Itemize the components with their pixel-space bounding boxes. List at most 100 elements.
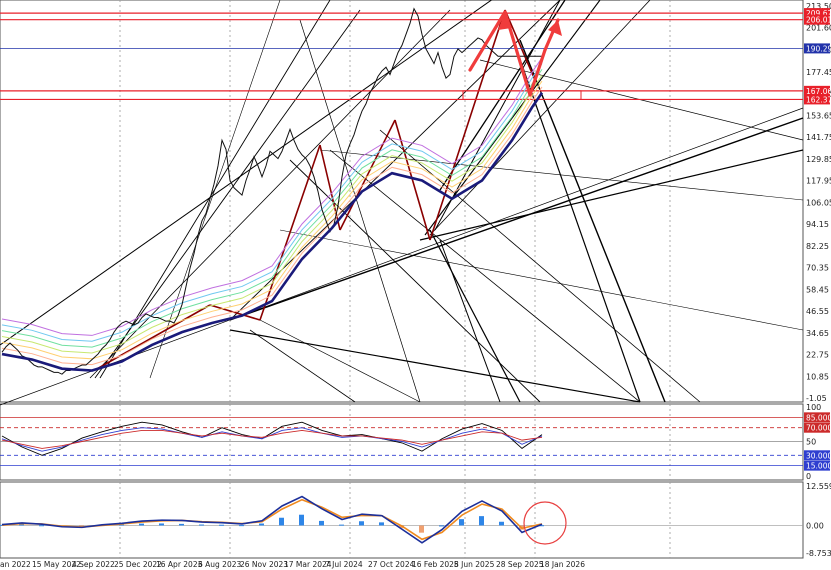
rsi-tick-label: 0 (806, 472, 811, 481)
price-label: 190.29 (806, 44, 831, 53)
histogram-bar (259, 523, 264, 526)
price-panel (0, 0, 804, 403)
y-tick-label: 106.05 (806, 198, 831, 207)
x-tick-label: 27 Oct 2024 (368, 560, 415, 569)
trend-line (149, 0, 281, 379)
rsi-line (1, 427, 543, 452)
histogram-bar (139, 523, 144, 526)
histogram-bar (199, 524, 204, 526)
y-tick-label: 177.45 (806, 68, 831, 77)
x-tick-label: 7 Jul 2024 (325, 560, 363, 569)
y-tick-label: 141.75 (806, 133, 831, 142)
rsi-line (1, 430, 543, 449)
histogram-bar (359, 521, 364, 526)
rsi-panel (0, 403, 804, 481)
price-levels (0, 12, 803, 101)
ribbon-line (1, 74, 543, 354)
trend-line (229, 329, 641, 403)
x-tick-label: 17 Mar 2024 (284, 560, 332, 569)
y-axis: 213.50201.60189.70177.45165.55153.65141.… (804, 2, 831, 558)
arrow-head (548, 20, 562, 36)
price-line (1, 7, 542, 375)
histogram-bar (0, 524, 4, 526)
trend-line (319, 149, 804, 201)
channel-line (94, 304, 211, 371)
y-tick-label: 213.50 (806, 2, 831, 11)
histogram-bar (459, 519, 464, 526)
trend-line (299, 19, 421, 403)
y-tick-label: 201.60 (806, 24, 831, 33)
histogram-bar (79, 525, 84, 527)
rsi-label-box (804, 422, 830, 433)
x-tick-label: 6 Aug 2023 (198, 560, 241, 569)
histogram-bar (379, 522, 384, 526)
macd-main-line (1, 495, 543, 544)
ribbon-line (1, 86, 543, 366)
y-tick-label: 34.65 (806, 329, 829, 338)
histogram-bar (399, 525, 404, 529)
y-tick-label: 117.95 (806, 177, 831, 186)
price-label-box (804, 85, 830, 96)
y-tick-label: 82.25 (806, 242, 829, 251)
y-tick-label: 94.15 (806, 220, 829, 229)
histogram-bar (19, 524, 24, 526)
rsi-series (0, 416, 803, 467)
ribbon-line (1, 57, 543, 336)
rsi-label-box (804, 460, 830, 471)
y-tick-label: 10.85 (806, 372, 829, 381)
x-tick-label: 28 Sep 2025 (496, 560, 544, 569)
histogram-bar (239, 525, 244, 527)
level-box (462, 90, 582, 100)
rsi-label-box (804, 412, 830, 423)
macd-tick-label: -8.7539 (806, 549, 831, 558)
histogram-bar (159, 523, 164, 526)
rsi-tick-label: 100 (806, 403, 821, 412)
histogram-bar (39, 525, 44, 527)
x-tick-label: an 2022 (0, 560, 31, 569)
macd-tick-label: 0.00 (806, 521, 824, 530)
x-tick-label: 16 Apr 2023 (156, 560, 203, 569)
trend-line (429, 0, 651, 236)
trend-line (514, 44, 641, 403)
price-label: 167.06 (806, 87, 831, 96)
macd-panel (0, 481, 804, 559)
trend-line (0, 0, 493, 346)
y-tick-label: 70.35 (806, 264, 829, 273)
histogram-bar (539, 525, 544, 527)
x-tick-label: 16 Feb 2025 (412, 560, 459, 569)
x-tick-label: 18 Jan 2026 (540, 560, 585, 569)
histogram-bar (479, 516, 484, 526)
rsi-tick-label: 50 (806, 438, 816, 447)
channel-line (209, 304, 261, 321)
trend-line (419, 149, 804, 241)
trend-line (519, 39, 666, 403)
price-label-box (804, 8, 830, 19)
channel-line (504, 9, 536, 81)
channel-line (339, 119, 396, 231)
ribbon-line (1, 80, 543, 360)
trend-line (279, 229, 804, 331)
price-label-box (804, 14, 830, 25)
trend-line (439, 239, 501, 403)
x-tick-label: 4 Sep 2022 (72, 560, 115, 569)
histogram-bar (219, 524, 224, 526)
price-label-box (804, 43, 830, 54)
histogram-bar (299, 514, 304, 526)
histogram-bar (439, 525, 444, 527)
ribbon-line (1, 69, 543, 348)
price-label-box (804, 94, 830, 105)
trend-line (229, 117, 804, 321)
price-label: 162.37 (806, 95, 831, 104)
y-tick-label: 46.55 (806, 307, 829, 316)
y-tick-label: 22.75 (806, 351, 829, 360)
y-tick-label: 129.85 (806, 155, 831, 164)
highlight-circle (523, 501, 567, 545)
histogram-bar (319, 520, 324, 526)
macd-tick-label: 12.5594 (806, 482, 831, 491)
price-label: 206.01 (806, 16, 831, 25)
